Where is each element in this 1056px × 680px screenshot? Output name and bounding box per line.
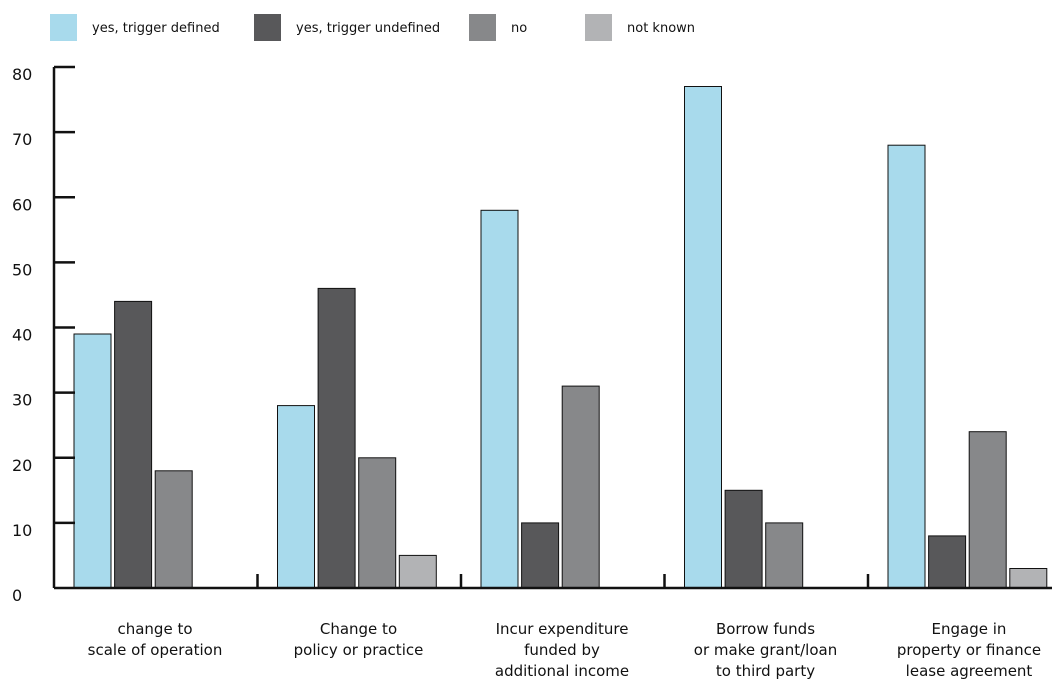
legend-label-2: no <box>511 21 527 36</box>
category-label-2: Incur expenditure funded by additional inc… <box>495 620 629 680</box>
category-label-4: Engage in property or finance lease agreem… <box>897 620 1041 680</box>
legend-label-0: yes, trigger defined <box>92 21 220 36</box>
bar-0-0 <box>73 333 112 589</box>
bar-2-0 <box>480 209 519 589</box>
axes: 0 10 20 30 40 50 60 70 80 <box>12 65 1052 605</box>
bar-0-2 <box>154 470 193 589</box>
bar-3-2 <box>765 522 804 589</box>
y-tick-label-3: 30 <box>12 391 32 410</box>
y-tick-label-4: 40 <box>12 326 32 345</box>
legend-swatch-3 <box>585 14 612 41</box>
category-label-1: Change to policy or practice <box>294 620 424 659</box>
legend: yes, trigger defined yes, trigger undefin… <box>50 14 695 41</box>
bar-1-2 <box>358 457 397 589</box>
bar-3-0 <box>684 86 722 589</box>
bar-2-1 <box>521 522 560 589</box>
bar-4-2 <box>968 431 1007 589</box>
y-tick-label-1: 10 <box>12 521 32 540</box>
bar-0-1 <box>114 300 153 589</box>
y-tick-label-6: 60 <box>12 195 32 214</box>
y-tick-label-0: 0 <box>12 586 22 605</box>
legend-swatch-0 <box>50 14 77 41</box>
bar-3-1 <box>724 489 763 589</box>
bar-1-0 <box>277 405 315 589</box>
category-labels: change to scale of operation Change to poli… <box>88 620 1041 680</box>
legend-swatch-2 <box>469 14 496 41</box>
bar-4-1 <box>928 535 967 589</box>
legend-label-1: yes, trigger undefined <box>296 21 440 36</box>
bars <box>73 86 1048 589</box>
y-tick-label-5: 50 <box>12 260 32 279</box>
y-tick-label-8: 80 <box>12 65 32 84</box>
bar-2-2 <box>561 385 600 589</box>
legend-swatch-1 <box>254 14 281 41</box>
bar-1-3 <box>398 554 437 589</box>
bar-4-3 <box>1009 568 1048 589</box>
y-tick-label-2: 20 <box>12 456 32 475</box>
category-label-0: change to scale of operation <box>88 620 223 659</box>
legend-label-3: not known <box>627 21 695 36</box>
y-tick-label-7: 70 <box>12 130 32 149</box>
bar-4-0 <box>887 144 926 589</box>
bar-1-1 <box>317 287 356 589</box>
category-label-3: Borrow funds or make grant/loan to third p… <box>694 620 837 680</box>
